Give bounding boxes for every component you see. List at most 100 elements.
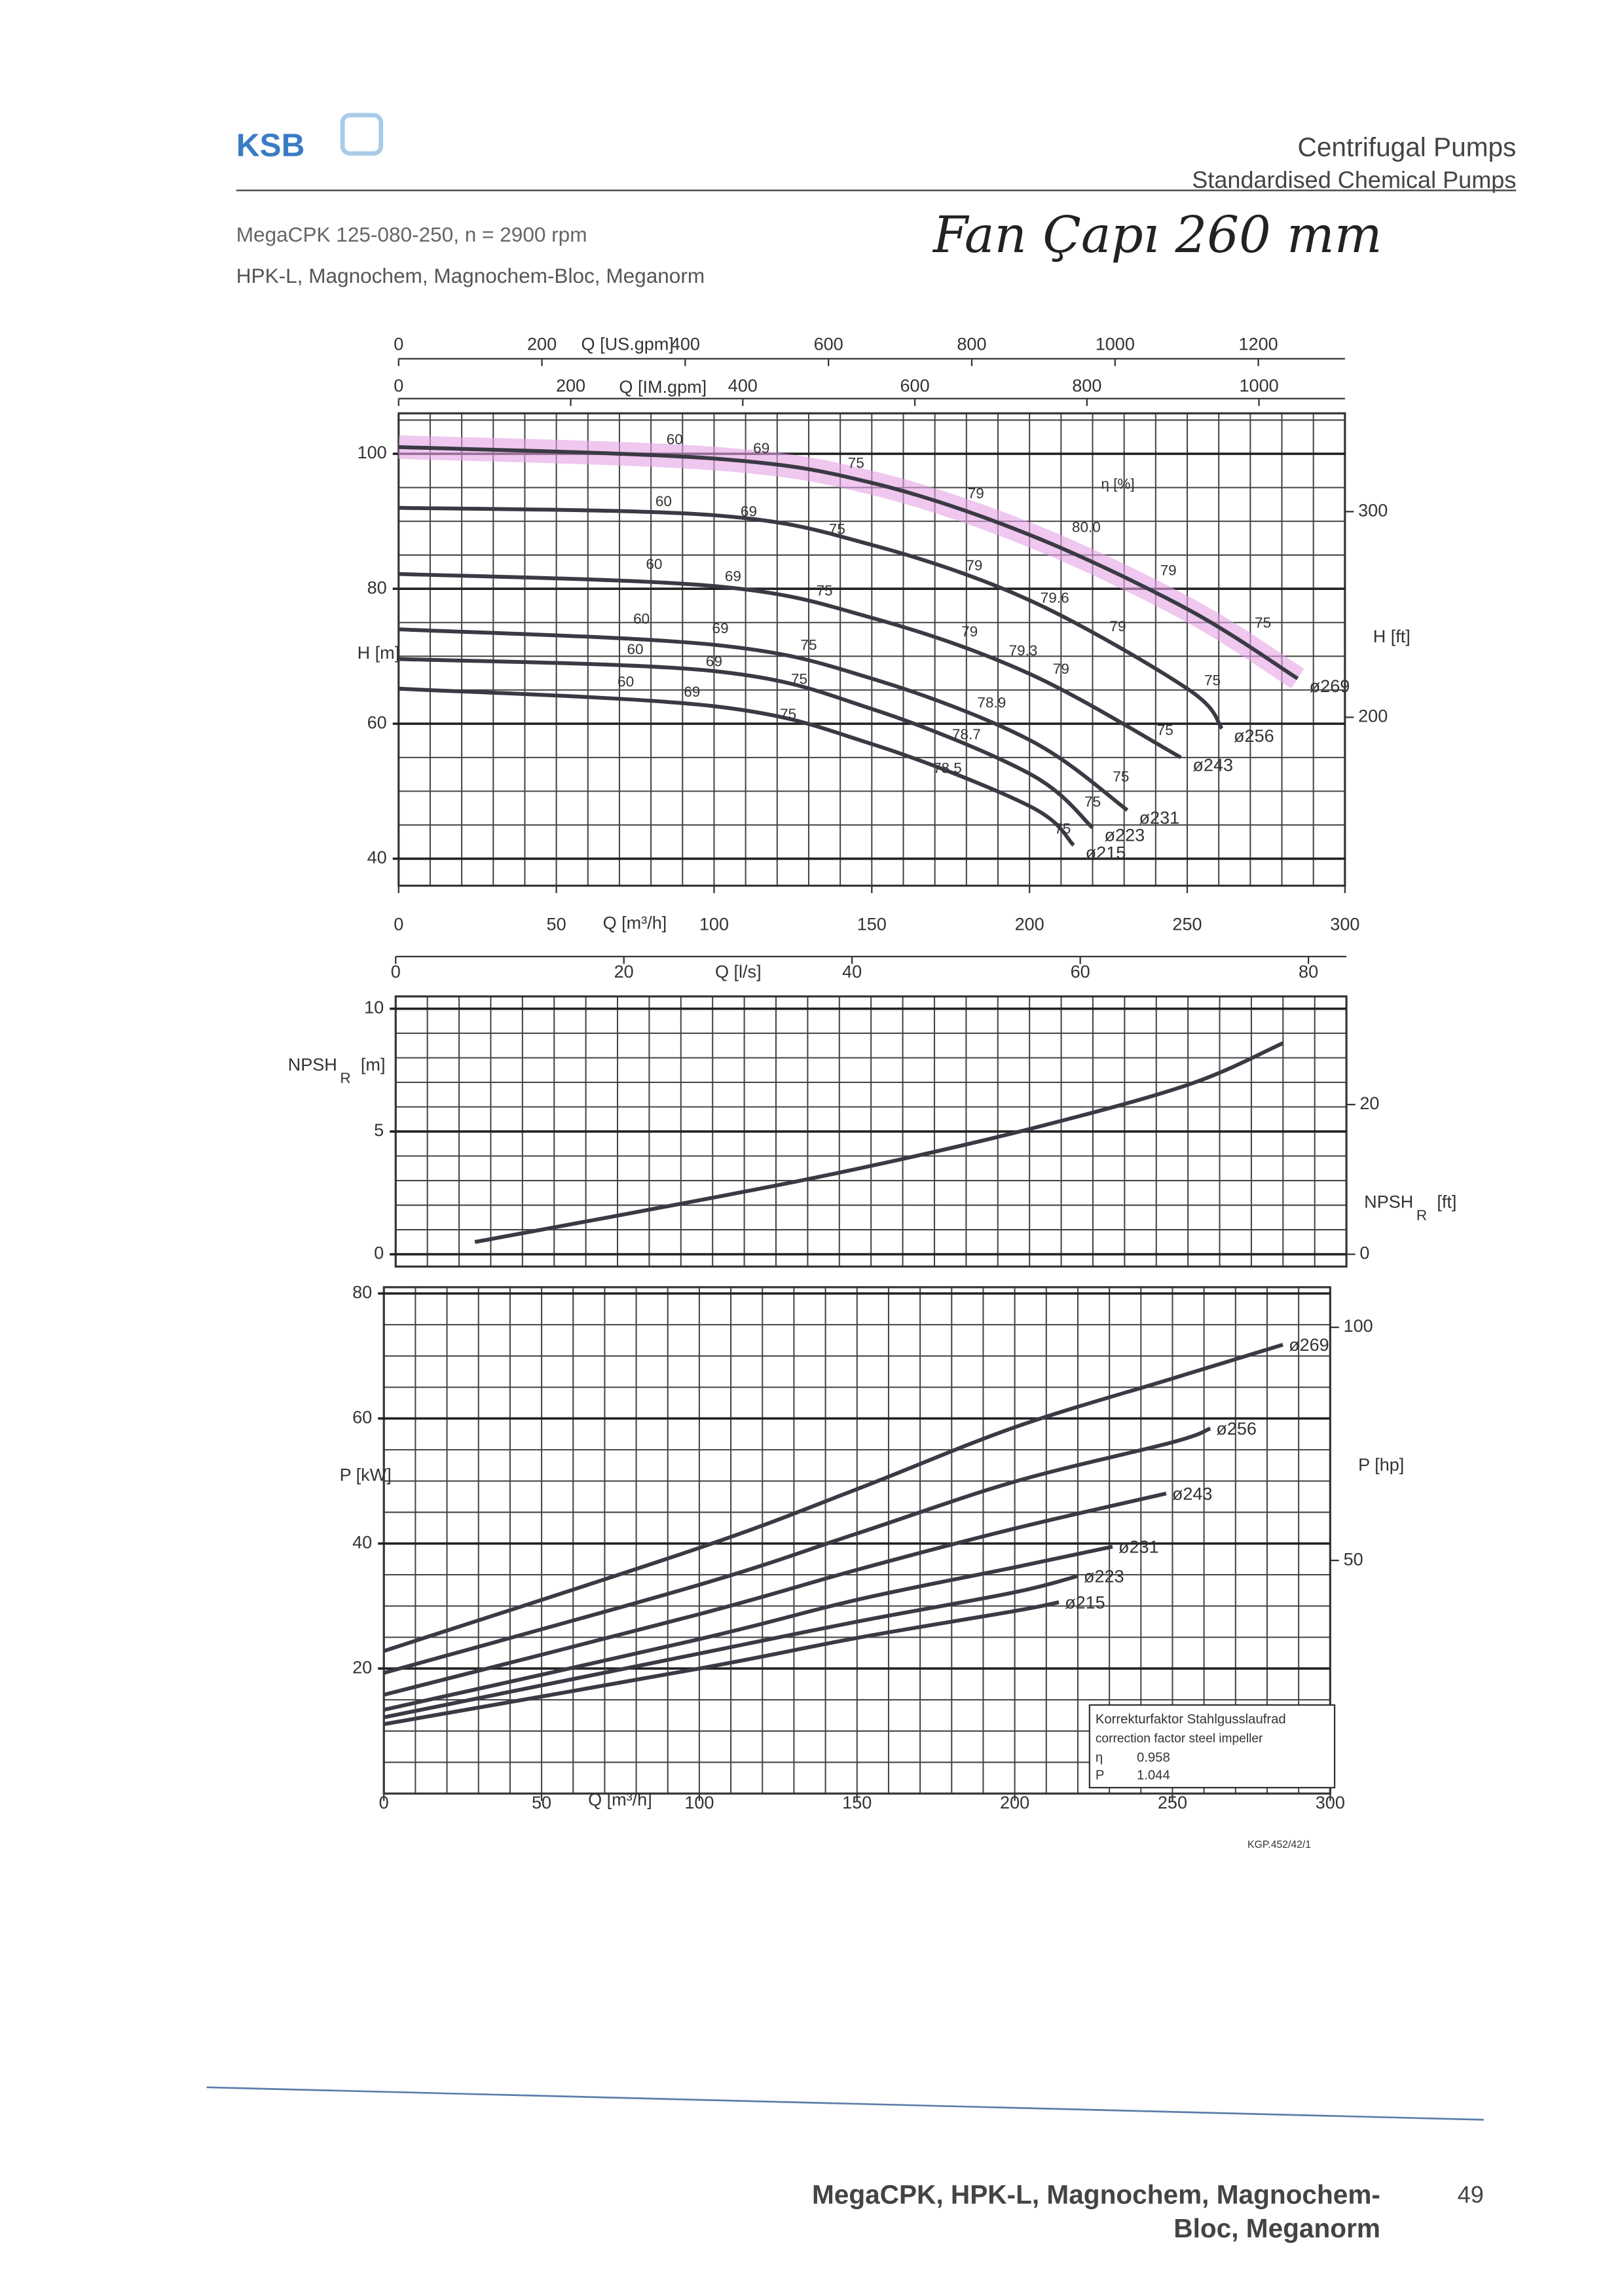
x-tick-label: 100 — [699, 915, 729, 934]
top-axis-tick-label: 800 — [957, 335, 986, 354]
efficiency-label: 75 — [1054, 820, 1071, 837]
correction-value: 1.044 — [1137, 1768, 1170, 1782]
curve-label: ø269 — [1310, 676, 1350, 696]
footer-line: MegaCPK, HPK-L, Magnochem, Magnochem- — [812, 2179, 1380, 2209]
model: MegaCPK 125-080-250, n = 2900 rpm — [236, 223, 587, 246]
top-axis-tick-label: 1000 — [1096, 335, 1135, 354]
y-axis-label: NPSH — [288, 1055, 337, 1074]
y2-axis-label: H [ft] — [1373, 627, 1411, 646]
top-axis-tick-label: 0 — [391, 962, 401, 982]
x-tick-label: 50 — [532, 1793, 551, 1812]
efficiency-label: 79.3 — [1009, 642, 1038, 659]
top-axis-tick-label: 600 — [900, 376, 929, 395]
y-tick-label: 40 — [352, 1532, 372, 1552]
y-tick-label: 100 — [358, 443, 387, 462]
curve — [398, 445, 1299, 680]
drawing-code: KGP.452/42/1 — [1247, 1839, 1311, 1850]
top-axis-label: Q [IM.gpm] — [619, 377, 707, 397]
y-tick-label: 0 — [374, 1243, 384, 1263]
y-axis-label-sub: R — [340, 1070, 350, 1086]
efficiency-label: 60 — [646, 556, 662, 572]
correction-value: 0.958 — [1137, 1750, 1170, 1765]
curve — [398, 572, 1182, 760]
x-tick-label: 0 — [394, 915, 403, 934]
curve — [383, 1545, 1113, 1712]
efficiency-label: 75 — [791, 670, 807, 687]
efficiency-label: 60 — [618, 673, 634, 689]
top-axis-tick-label: 60 — [1071, 962, 1090, 982]
x-tick-label: 100 — [684, 1793, 714, 1812]
page-number: 49 — [1458, 2181, 1484, 2208]
y-axis-label-unit: [m] — [361, 1055, 386, 1074]
y2-tick-label: 300 — [1358, 501, 1388, 521]
top-axis-label: Q [US.gpm] — [581, 335, 674, 354]
curve-label: ø243 — [1172, 1484, 1213, 1503]
efficiency-label: 75 — [1157, 722, 1173, 739]
curve — [398, 505, 1224, 730]
curve-label: ø256 — [1234, 726, 1274, 746]
efficiency-label: 79 — [1110, 618, 1126, 634]
efficiency-label: 80.0 — [1072, 519, 1101, 535]
efficiency-label: 69 — [712, 620, 729, 636]
efficiency-label: 69 — [684, 684, 700, 700]
x-tick-label: 250 — [1158, 1793, 1187, 1812]
efficiency-label: 75 — [848, 454, 864, 471]
logo-icon — [340, 113, 384, 156]
curve — [383, 1342, 1283, 1653]
efficiency-label: η [%] — [1101, 475, 1134, 492]
curve-label: ø231 — [1139, 808, 1180, 828]
efficiency-label: 69 — [753, 440, 769, 456]
efficiency-label: 69 — [725, 568, 741, 585]
curve-label: ø243 — [1192, 756, 1233, 775]
curve-label: ø223 — [1084, 1566, 1124, 1586]
efficiency-label: 78.5 — [933, 760, 962, 776]
y-tick-label: 60 — [367, 712, 387, 732]
doc-title: Centrifugal Pumps — [1298, 132, 1517, 162]
correction-box — [1088, 1704, 1336, 1789]
y-tick-label: 80 — [352, 1283, 372, 1302]
y2-tick-label: 0 — [1359, 1243, 1369, 1263]
x-tick-label: 300 — [1316, 1793, 1345, 1812]
correction-symbol: η — [1096, 1750, 1103, 1765]
x-tick-label: 300 — [1330, 915, 1359, 934]
top-axis-tick-label: 400 — [671, 335, 700, 354]
curve — [383, 1574, 1079, 1719]
handwritten-note: Fan Çapı 260 mm — [932, 206, 1382, 265]
y2-axis-label-sub: R — [1416, 1207, 1427, 1224]
efficiency-label: 75 — [1255, 615, 1271, 631]
y-tick-label: 20 — [352, 1657, 372, 1677]
top-axis-tick-label: 0 — [394, 376, 403, 395]
top-axis-tick-label: 20 — [614, 962, 634, 982]
y-axis-label: P [kW] — [340, 1465, 392, 1485]
curve-label: ø215 — [1065, 1592, 1105, 1612]
y-axis-label: H [m] — [358, 643, 400, 663]
top-axis-tick-label: 0 — [394, 335, 403, 354]
curve-label: ø256 — [1216, 1419, 1257, 1439]
efficiency-label: 78.7 — [952, 726, 981, 743]
y-tick-label: 5 — [374, 1120, 384, 1140]
x-tick-label: 50 — [547, 915, 566, 934]
efficiency-label: 79 — [968, 485, 984, 502]
efficiency-label: 75 — [800, 637, 817, 653]
top-axis-tick-label: 40 — [842, 962, 862, 982]
top-axis-tick-label: 600 — [814, 335, 843, 354]
curve — [383, 1600, 1060, 1727]
y-tick-label: 10 — [364, 998, 384, 1018]
top-axis-label: Q [l/s] — [715, 962, 762, 982]
top-axis-tick-label: 200 — [556, 376, 585, 395]
y-tick-label: 60 — [352, 1408, 372, 1427]
x-tick-label: 250 — [1172, 915, 1202, 934]
efficiency-label: 75 — [780, 706, 796, 722]
efficiency-label: 75 — [1204, 672, 1221, 688]
correction-title: Korrekturfaktor Stahlgusslaufrad — [1096, 1712, 1286, 1727]
curve — [398, 686, 1075, 847]
curve-label: ø215 — [1086, 843, 1126, 863]
logo: KSB — [236, 127, 305, 164]
curve — [398, 657, 1094, 830]
efficiency-label: 79 — [961, 623, 978, 640]
efficiency-label: 60 — [655, 493, 672, 509]
efficiency-label: 60 — [667, 431, 683, 447]
efficiency-label: 75 — [1113, 769, 1129, 785]
